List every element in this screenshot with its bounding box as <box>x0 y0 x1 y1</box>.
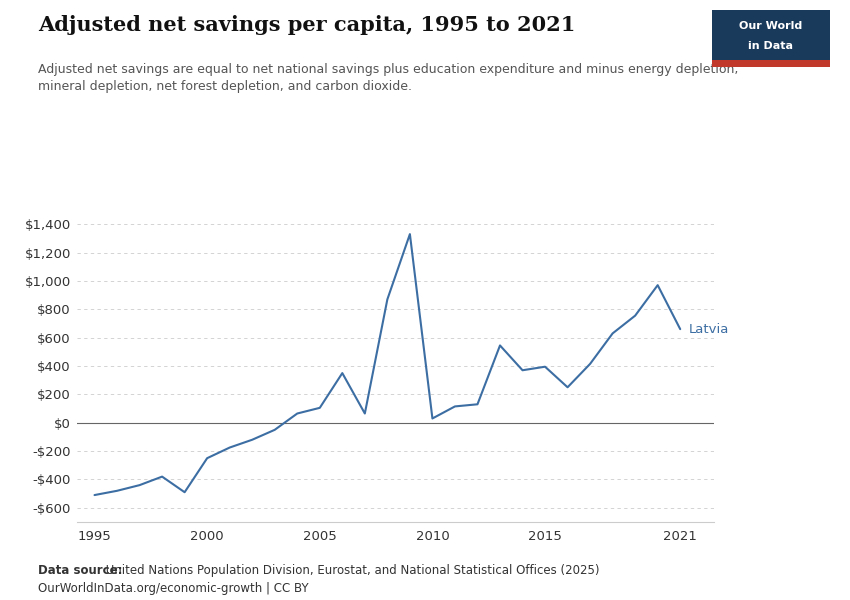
Text: Adjusted net savings are equal to net national savings plus education expenditur: Adjusted net savings are equal to net na… <box>38 63 739 93</box>
Text: Adjusted net savings per capita, 1995 to 2021: Adjusted net savings per capita, 1995 to… <box>38 15 575 35</box>
Text: OurWorldInData.org/economic-growth | CC BY: OurWorldInData.org/economic-growth | CC … <box>38 582 309 595</box>
Text: Latvia: Latvia <box>689 323 729 335</box>
Text: Data source:: Data source: <box>38 564 122 577</box>
Text: Our World: Our World <box>740 21 802 31</box>
Text: in Data: in Data <box>749 41 793 50</box>
Text: United Nations Population Division, Eurostat, and National Statistical Offices (: United Nations Population Division, Euro… <box>102 564 599 577</box>
